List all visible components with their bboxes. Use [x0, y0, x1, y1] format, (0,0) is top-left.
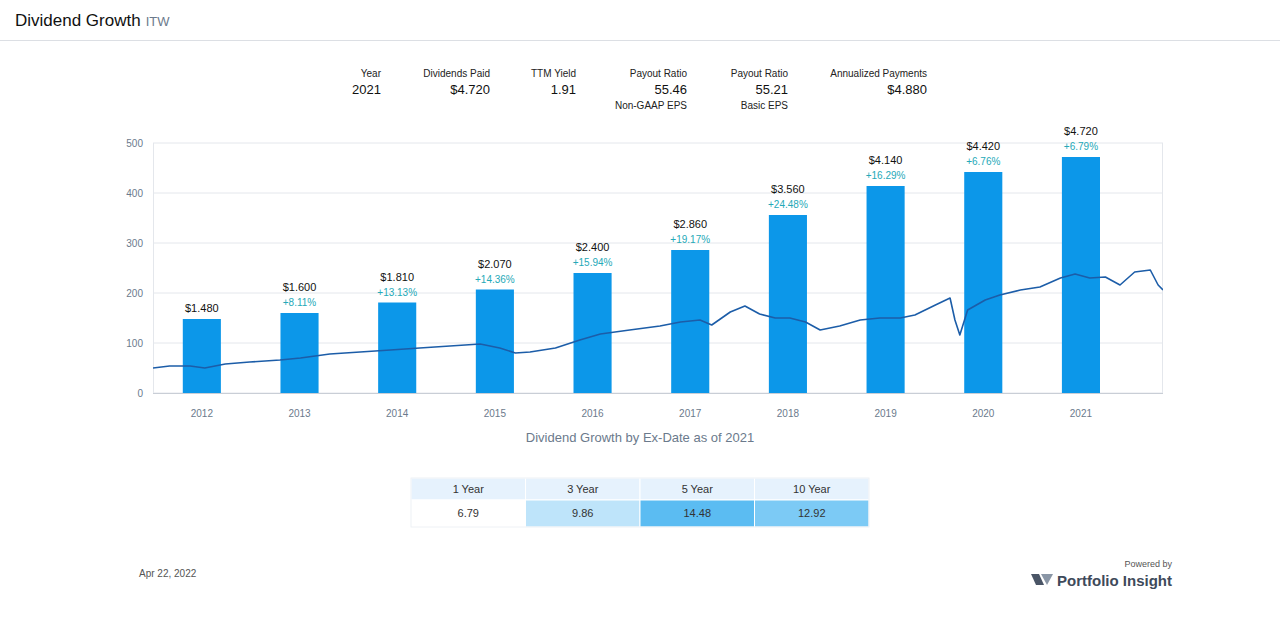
x-tick-label: 2021: [1070, 408, 1093, 419]
date: Apr 22, 2022: [139, 568, 197, 579]
header-rule: [0, 40, 1280, 41]
table-frame: [411, 478, 869, 527]
x-tick-label: 2013: [288, 408, 311, 419]
powered-by: Powered by: [1124, 559, 1172, 569]
table-value-cell: [640, 500, 755, 527]
x-tick-label: 2018: [777, 408, 800, 419]
stat-value: 1.91: [551, 82, 576, 97]
bar: [964, 172, 1002, 393]
table-value: 12.92: [798, 507, 826, 519]
bar: [378, 303, 416, 394]
title: Dividend Growth: [15, 11, 141, 30]
y-tick-label: 300: [126, 238, 143, 249]
growth-label: +8.11%: [283, 297, 317, 308]
table-header-cell: [755, 478, 870, 500]
bar: [769, 215, 807, 393]
growth-label: +6.79%: [1064, 141, 1098, 152]
table-header-cell: [640, 478, 755, 500]
logo-shape: [1041, 574, 1053, 585]
value-label: $2.400: [576, 241, 610, 253]
table-header: 10 Year: [793, 483, 831, 495]
x-axis-title: Dividend Growth by Ex-Date as of 2021: [526, 430, 754, 445]
x-axis-line: [153, 393, 1163, 394]
plot-area: [153, 157, 1163, 393]
table-value: 9.86: [572, 507, 593, 519]
stat-label: TTM Yield: [531, 68, 576, 79]
value-label: $4.420: [966, 140, 1000, 152]
value-label: $2.070: [478, 258, 512, 270]
table-header-cell: [526, 478, 641, 500]
bar: [867, 186, 905, 393]
grid-line: [153, 243, 1163, 244]
table-value-cell: [755, 500, 870, 527]
x-tick-label: 2015: [484, 408, 507, 419]
value-label: $1.600: [283, 281, 317, 293]
growth-label: +24.48%: [768, 199, 808, 210]
stat-label: Dividends Paid: [423, 68, 490, 79]
bar: [183, 319, 221, 393]
y-tick-label: 0: [137, 388, 143, 399]
plot-frame-right: [1162, 143, 1163, 393]
x-tick-label: 2016: [581, 408, 604, 419]
value-label: $1.480: [185, 302, 219, 314]
stat-label: Annualized Payments: [830, 68, 927, 79]
y-tick-label: 500: [126, 138, 143, 149]
table-value: 14.48: [683, 507, 711, 519]
price-line: [153, 270, 1163, 368]
growth-label: +14.36%: [475, 274, 515, 285]
growth-label: +15.94%: [573, 257, 613, 268]
stat-note: Basic EPS: [741, 100, 789, 111]
data-labels: $1.480 $1.600 +8.11% $1.810 +13.13% $2.070 +14…: [185, 125, 1098, 314]
table-value: 6.79: [458, 507, 479, 519]
brand: Portfolio Insight: [1057, 572, 1172, 589]
plot-frame-left: [153, 143, 154, 393]
stat-value: 55.21: [755, 82, 788, 97]
stat-note: Non-GAAP EPS: [615, 100, 687, 111]
value-label: $4.720: [1064, 125, 1098, 137]
y-tick-label: 100: [126, 338, 143, 349]
x-tick-label: 2020: [972, 408, 995, 419]
value-label: $2.860: [673, 218, 707, 230]
table-header: 5 Year: [682, 483, 714, 495]
stat-value: $4.880: [887, 82, 927, 97]
bar: [280, 313, 318, 393]
ticker: ITW: [146, 14, 171, 29]
table-value-cell: [526, 500, 641, 527]
x-tick-label: 2017: [679, 408, 702, 419]
value-label: $4.140: [869, 154, 903, 166]
growth-label: +13.13%: [377, 287, 417, 298]
value-label: $1.810: [380, 271, 414, 283]
value-label: $3.560: [771, 183, 805, 195]
y-tick-label: 200: [126, 288, 143, 299]
stat-value: 2021: [352, 82, 381, 97]
x-tick-label: 2012: [191, 408, 214, 419]
table-header: 1 Year: [453, 483, 485, 495]
table-header-cell: [411, 478, 526, 500]
stat-label: Payout Ratio: [731, 68, 789, 79]
growth-label: +19.17%: [670, 234, 710, 245]
table-header: 3 Year: [567, 483, 599, 495]
x-tick-label: 2014: [386, 408, 409, 419]
stat-label: Payout Ratio: [630, 68, 688, 79]
grid-line: [153, 193, 1163, 194]
brand-logo: [1031, 574, 1053, 585]
stat-value: 55.46: [654, 82, 687, 97]
x-tick-label: 2019: [874, 408, 897, 419]
bar: [476, 290, 514, 394]
table-value-cell: [411, 500, 526, 527]
page: Dividend Growth ITW Year 2021 Dividends Paid…: [0, 0, 1280, 628]
stat-label: Year: [361, 68, 382, 79]
growth-label: +6.76%: [966, 156, 1000, 167]
y-tick-label: 400: [126, 188, 143, 199]
stat-value: $4.720: [450, 82, 490, 97]
grid-line: [153, 143, 1163, 144]
growth-label: +16.29%: [866, 170, 906, 181]
